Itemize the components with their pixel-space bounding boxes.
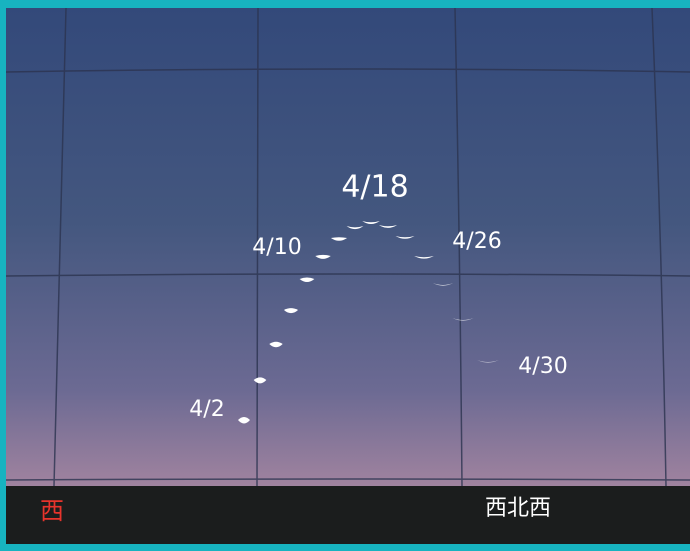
grid-line — [651, 7, 667, 487]
grid-line — [5, 273, 690, 277]
phase-marker — [432, 283, 454, 286]
direction-west: 西 — [40, 497, 64, 525]
phase-marker — [315, 254, 331, 259]
grid-line — [53, 7, 67, 487]
date-label: 4/30 — [518, 354, 567, 379]
grid-line — [454, 7, 463, 487]
phase-markers — [238, 221, 499, 424]
date-labels: 4/2 4/10 4/18 4/26 4/30 — [189, 170, 567, 423]
phase-marker — [269, 341, 283, 348]
date-label: 4/2 — [189, 397, 224, 422]
phase-marker — [414, 256, 434, 259]
phase-marker — [346, 226, 364, 230]
phase-marker — [283, 308, 299, 314]
grid-line — [256, 7, 259, 487]
grid — [5, 7, 690, 487]
phase-marker — [395, 236, 415, 239]
phase-marker — [378, 225, 398, 228]
sky — [6, 8, 690, 486]
phase-marker — [452, 318, 474, 321]
phase-marker — [330, 237, 348, 241]
phase-marker — [299, 277, 315, 282]
phase-marker — [477, 360, 499, 363]
phase-marker — [362, 221, 380, 224]
date-label: 4/18 — [341, 170, 408, 205]
grid-line — [5, 68, 690, 73]
grid-line — [5, 478, 690, 481]
horizon-bar — [6, 486, 690, 544]
phase-marker — [253, 377, 267, 384]
date-label: 4/26 — [452, 229, 501, 254]
phase-marker — [238, 417, 250, 424]
date-label: 4/10 — [252, 235, 301, 260]
direction-wnw: 西北西 — [485, 496, 551, 521]
